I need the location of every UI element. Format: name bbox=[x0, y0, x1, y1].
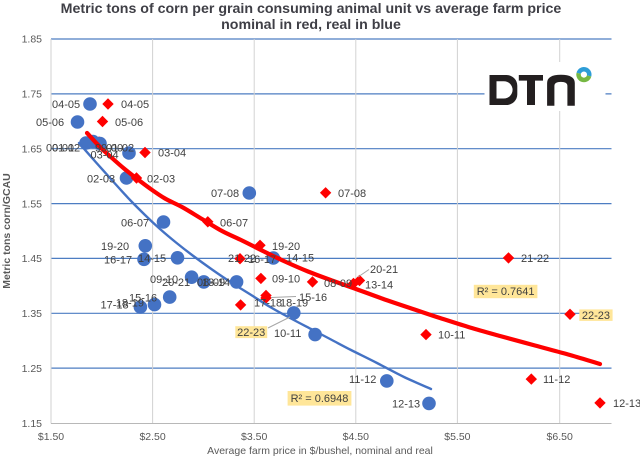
svg-text:15-16: 15-16 bbox=[299, 292, 327, 304]
svg-text:20-21: 20-21 bbox=[162, 277, 190, 289]
svg-text:12-13: 12-13 bbox=[613, 398, 640, 410]
svg-text:07-08: 07-08 bbox=[338, 188, 366, 200]
svg-text:10-11: 10-11 bbox=[438, 330, 465, 342]
svg-text:1.55: 1.55 bbox=[22, 198, 43, 210]
svg-text:11-12: 11-12 bbox=[349, 374, 376, 386]
svg-text:01-02: 01-02 bbox=[106, 143, 134, 155]
svg-text:1.35: 1.35 bbox=[22, 308, 43, 320]
svg-text:21-22: 21-22 bbox=[521, 253, 549, 265]
svg-text:22-23: 22-23 bbox=[237, 327, 265, 339]
svg-text:06-07: 06-07 bbox=[220, 217, 248, 229]
svg-text:00-01: 00-01 bbox=[46, 143, 74, 155]
svg-text:R² = 0.7641: R² = 0.7641 bbox=[477, 286, 535, 298]
svg-text:04-05: 04-05 bbox=[52, 99, 80, 111]
svg-text:17-18: 17-18 bbox=[254, 297, 282, 309]
svg-text:1.85: 1.85 bbox=[22, 34, 43, 46]
svg-text:99-00: 99-00 bbox=[95, 143, 123, 155]
svg-text:19-20: 19-20 bbox=[272, 241, 300, 253]
svg-text:12-13: 12-13 bbox=[392, 398, 420, 410]
svg-text:01-02: 01-02 bbox=[52, 143, 80, 155]
svg-text:13-14: 13-14 bbox=[202, 277, 230, 289]
svg-text:$6.50: $6.50 bbox=[547, 431, 573, 443]
svg-text:1.15: 1.15 bbox=[22, 418, 43, 430]
svg-text:16-17: 16-17 bbox=[104, 254, 132, 266]
svg-text:1.25: 1.25 bbox=[22, 363, 43, 375]
svg-text:09-10: 09-10 bbox=[150, 274, 178, 286]
svg-text:03-04: 03-04 bbox=[91, 150, 119, 162]
svg-text:05-06: 05-06 bbox=[36, 117, 64, 129]
svg-text:nominal in red, real in blue: nominal in red, real in blue bbox=[221, 17, 401, 33]
svg-text:14-15: 14-15 bbox=[138, 253, 166, 265]
svg-text:R² = 0.6948: R² = 0.6948 bbox=[291, 393, 349, 405]
svg-text:02-03: 02-03 bbox=[147, 174, 175, 186]
svg-text:13-14: 13-14 bbox=[365, 280, 393, 292]
svg-text:02-03: 02-03 bbox=[87, 174, 115, 186]
svg-text:16-17: 16-17 bbox=[248, 254, 276, 266]
svg-text:08-09: 08-09 bbox=[324, 278, 352, 290]
svg-text:1.75: 1.75 bbox=[22, 89, 43, 101]
svg-text:11-12: 11-12 bbox=[543, 374, 570, 386]
svg-text:18-19: 18-19 bbox=[116, 297, 144, 309]
svg-text:$3.50: $3.50 bbox=[241, 431, 267, 443]
svg-text:14-15: 14-15 bbox=[286, 253, 314, 265]
svg-text:03-04: 03-04 bbox=[158, 148, 186, 160]
svg-text:08-09: 08-09 bbox=[197, 277, 225, 289]
svg-text:$1.50: $1.50 bbox=[38, 431, 64, 443]
svg-text:18-19: 18-19 bbox=[280, 297, 308, 309]
svg-text:06-07: 06-07 bbox=[121, 217, 149, 229]
svg-text:$5.50: $5.50 bbox=[444, 431, 470, 443]
svg-text:Average farm price in $/bushel: Average farm price in $/bushel, nominal … bbox=[207, 445, 433, 457]
svg-text:1.65: 1.65 bbox=[22, 143, 43, 155]
svg-text:09-10: 09-10 bbox=[272, 273, 300, 285]
svg-text:05-06: 05-06 bbox=[115, 117, 143, 129]
svg-text:15-16: 15-16 bbox=[129, 293, 157, 305]
svg-text:1.45: 1.45 bbox=[22, 253, 43, 265]
svg-text:$4.50: $4.50 bbox=[343, 431, 369, 443]
svg-text:Metric tons of corn per grain: Metric tons of corn per grain consuming … bbox=[61, 1, 562, 17]
svg-text:10-11: 10-11 bbox=[274, 328, 301, 340]
svg-text:22-23: 22-23 bbox=[582, 310, 610, 322]
svg-text:$2.50: $2.50 bbox=[139, 431, 165, 443]
svg-text:04-05: 04-05 bbox=[121, 99, 149, 111]
svg-text:07-08: 07-08 bbox=[211, 188, 239, 200]
svg-text:Metric tons corn/GCAU: Metric tons corn/GCAU bbox=[1, 173, 13, 289]
svg-text:21-22: 21-22 bbox=[228, 253, 256, 265]
svg-text:19-20: 19-20 bbox=[101, 241, 129, 253]
svg-text:17-18: 17-18 bbox=[101, 300, 129, 312]
svg-text:20-21: 20-21 bbox=[370, 264, 398, 276]
